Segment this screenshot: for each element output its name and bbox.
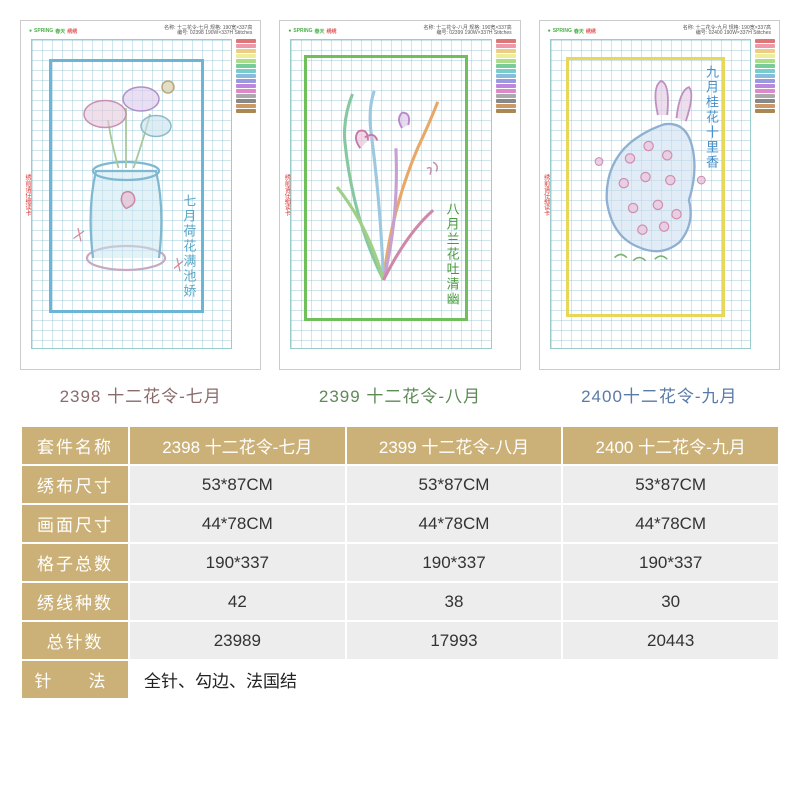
table-body: 绣布尺寸 53*87CM 53*87CM 53*87CM 画面尺寸 44*78C…: [21, 465, 779, 699]
spec-table: 套件名称 2398 十二花令-七月 2399 十二花令-八月 2400 十二花令…: [20, 425, 780, 700]
cell: 17993: [346, 621, 563, 660]
cell: 20443: [562, 621, 779, 660]
cell: 44*78CM: [346, 504, 563, 543]
rowhead-name: 套件名称: [21, 426, 129, 465]
rowhead-fabric: 绣布尺寸: [21, 465, 129, 504]
table-row: 总针数 23989 17993 20443: [21, 621, 779, 660]
cell: 53*87CM: [562, 465, 779, 504]
table-row: 绣布尺寸 53*87CM 53*87CM 53*87CM: [21, 465, 779, 504]
color-legend: [236, 39, 256, 349]
card-july: ●SPRING春天绣绣 名称: 十二花令-七月 规格: 190宽×337高编号:…: [20, 20, 261, 407]
colhead-1: 2398 十二花令-七月: [129, 426, 346, 465]
rowhead-stitches: 总针数: [21, 621, 129, 660]
cell: 53*87CM: [346, 465, 563, 504]
caption-august: 2399 十二花令-八月: [319, 382, 481, 407]
cell: 38: [346, 582, 563, 621]
card-august: ●SPRING春天绣绣 名称: 十二花令-八月 规格: 190宽×337高编号:…: [279, 20, 520, 407]
color-legend: [755, 39, 775, 349]
pattern-cards-row: ●SPRING春天绣绣 名称: 十二花令-七月 规格: 190宽×337高编号:…: [20, 20, 780, 407]
card-september: ●SPRING春天绣绣 名称: 十二花令-九月 规格: 190宽×337高编号:…: [539, 20, 780, 407]
table-row: 格子总数 190*337 190*337 190*337: [21, 543, 779, 582]
rowhead-method: 针 法: [21, 660, 129, 699]
cell: 190*337: [346, 543, 563, 582]
pattern-sheet-august: ●SPRING春天绣绣 名称: 十二花令-八月 规格: 190宽×337高编号:…: [279, 20, 520, 370]
sheet-header: ●SPRING春天绣绣 名称: 十二花令-七月 规格: 190宽×337高编号:…: [29, 25, 252, 37]
table-row-method: 针 法 全针、勾边、法国结: [21, 660, 779, 699]
side-note: 绣前请仔细读卡: [23, 174, 32, 216]
caption-july: 2398 十二花令-七月: [60, 382, 222, 407]
table-row: 绣线种数 42 38 30: [21, 582, 779, 621]
side-note: 绣前请仔细读卡: [282, 174, 291, 216]
table-header-row: 套件名称 2398 十二花令-七月 2399 十二花令-八月 2400 十二花令…: [21, 426, 779, 465]
sheet-header: ●SPRING春天绣绣 名称: 十二花令-八月 规格: 190宽×337高编号:…: [288, 25, 511, 37]
pattern-sheet-september: ●SPRING春天绣绣 名称: 十二花令-九月 规格: 190宽×337高编号:…: [539, 20, 780, 370]
table-row: 画面尺寸 44*78CM 44*78CM 44*78CM: [21, 504, 779, 543]
rowhead-threads: 绣线种数: [21, 582, 129, 621]
cell: 53*87CM: [129, 465, 346, 504]
colhead-2: 2399 十二花令-八月: [346, 426, 563, 465]
cell: 23989: [129, 621, 346, 660]
cell-method: 全针、勾边、法国结: [129, 660, 779, 699]
color-legend: [496, 39, 516, 349]
side-note: 绣前请仔细读卡: [542, 174, 551, 216]
cell: 190*337: [129, 543, 346, 582]
cell: 44*78CM: [562, 504, 779, 543]
caption-september: 2400十二花令-九月: [581, 382, 737, 407]
poem-text-september: 九月桂花十里香: [702, 65, 721, 170]
poem-text-august: 八月兰花吐清幽: [443, 202, 462, 307]
sheet-header: ●SPRING春天绣绣 名称: 十二花令-九月 规格: 190宽×337高编号:…: [548, 25, 771, 37]
rowhead-grid: 格子总数: [21, 543, 129, 582]
poem-text-july: 七月荷花满池娇: [179, 194, 198, 299]
cell: 44*78CM: [129, 504, 346, 543]
rowhead-design: 画面尺寸: [21, 504, 129, 543]
colhead-3: 2400 十二花令-九月: [562, 426, 779, 465]
cell: 30: [562, 582, 779, 621]
pattern-sheet-july: ●SPRING春天绣绣 名称: 十二花令-七月 规格: 190宽×337高编号:…: [20, 20, 261, 370]
cell: 190*337: [562, 543, 779, 582]
cell: 42: [129, 582, 346, 621]
